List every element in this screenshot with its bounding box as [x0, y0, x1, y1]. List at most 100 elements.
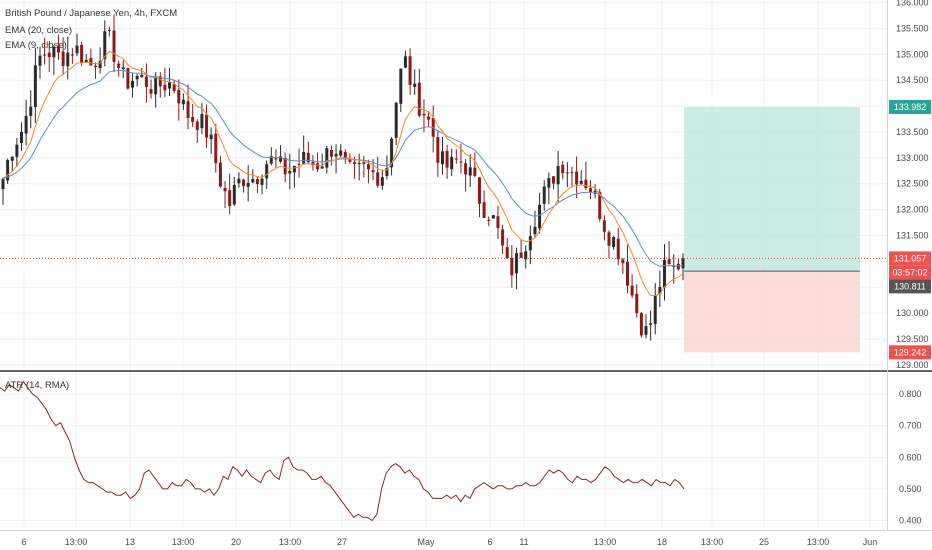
candle-body [487, 219, 491, 221]
candle-countdown-badge: 03:57:02 [892, 267, 927, 277]
candle-body [117, 63, 121, 68]
candle-body [343, 151, 347, 158]
candle-body [681, 258, 685, 269]
candle-body [348, 159, 352, 162]
price-axis[interactable]: 129.000129.500130.000130.500131.000131.5… [896, 0, 929, 370]
price-tick-label: 130.000 [896, 308, 929, 318]
candle-body [422, 113, 426, 116]
candle-body [464, 163, 468, 175]
candle-body [1, 178, 5, 190]
candle-body [440, 151, 444, 165]
candle-body [232, 184, 236, 205]
symbol-title[interactable]: British Pound / Japanese Yen, 4h, FXCM [5, 8, 177, 19]
candle-body [676, 263, 680, 270]
candle-body [635, 293, 639, 314]
price-tick-label: 129.500 [896, 334, 929, 344]
price-tick-label: 135.000 [896, 49, 929, 59]
candle-body [214, 133, 218, 164]
candle-body [658, 287, 662, 294]
candle-body [353, 162, 357, 165]
entry-price-badge: 130.811 [894, 281, 926, 291]
current-price-badge-bg [889, 251, 931, 266]
time-tick-label: Jun [863, 537, 878, 547]
candle-body [454, 158, 458, 160]
candle-body [357, 163, 361, 165]
ema20-line [2, 69, 684, 267]
candle-body [417, 82, 421, 116]
time-tick-label: May [417, 537, 435, 547]
candle-body [131, 80, 135, 88]
profit-target-zone [684, 107, 860, 272]
atr-legend[interactable]: ATR (14, RMA) [5, 380, 69, 391]
candle-body [408, 56, 412, 85]
candle-body [570, 172, 574, 174]
candle-body [598, 191, 602, 219]
candle-body [274, 158, 278, 160]
atr-tick-label: 0.500 [899, 484, 922, 494]
candle-body [542, 186, 546, 204]
candle-body [339, 150, 343, 156]
price-tick-label: 129.000 [896, 360, 929, 370]
time-tick-label: 13 [125, 537, 135, 547]
candle-body [575, 171, 579, 185]
time-tick-label: 6 [21, 537, 26, 547]
candle-body [413, 83, 417, 87]
price-badges: 133.982 131.057 03:57:02 130.811 129.242 [889, 100, 931, 360]
candle-body [496, 216, 500, 228]
candle-body [33, 65, 37, 107]
candle-body [311, 161, 315, 166]
candle-body [181, 99, 185, 105]
candle-body [107, 29, 111, 31]
candle-body [218, 162, 222, 187]
candle-body [191, 116, 195, 122]
candle-body [561, 164, 565, 174]
candle-body [547, 178, 551, 188]
candle-body [616, 238, 620, 260]
candle-body [52, 46, 56, 58]
candle-body [528, 236, 532, 251]
candle-body [228, 190, 232, 206]
candle-body [390, 138, 394, 168]
ema20-legend[interactable]: EMA (20, close) [5, 25, 72, 36]
candle-body [242, 179, 246, 187]
entry-price-badge-bg [889, 279, 931, 294]
stop-loss-zone [684, 271, 860, 353]
candle-body [565, 172, 569, 174]
candle-body [385, 168, 389, 176]
candle-body [223, 188, 227, 192]
candle-body [325, 148, 329, 168]
candle-body [607, 232, 611, 246]
candle-body [459, 161, 463, 163]
candle-body [154, 76, 158, 95]
position-zones [0, 107, 887, 353]
candle-body [260, 178, 264, 185]
time-tick-label: 20 [231, 537, 241, 547]
candle-body [168, 82, 172, 89]
candle-body [524, 251, 528, 260]
candle-body [473, 167, 477, 176]
candle-countdown-badge-bg [889, 265, 931, 280]
candle-body [66, 52, 70, 67]
time-axis[interactable]: 6 13:00 13 13:00 20 13:00 27 May 6 11 13:00 18 13:00… [21, 537, 877, 547]
candle-body [89, 57, 93, 66]
ema9-legend[interactable]: EMA (9, close) [5, 40, 67, 51]
candle-body [630, 285, 634, 296]
candle-body [584, 179, 588, 189]
stop-price-badge-bg [889, 345, 931, 360]
atr-tick-label: 0.600 [899, 452, 922, 462]
time-tick-label: 6 [487, 537, 492, 547]
candle-body [501, 229, 505, 246]
candle-body [195, 121, 199, 131]
candle-body [6, 159, 10, 181]
atr-line [0, 380, 685, 522]
candle-body [667, 259, 671, 265]
time-tick-label: 13:00 [65, 537, 88, 547]
price-tick-label: 136.000 [896, 0, 929, 8]
candle-body [140, 75, 144, 78]
candle-body [15, 144, 19, 157]
candle-body [200, 113, 204, 129]
atr-axis[interactable]: 0.400 0.500 0.600 0.700 0.800 [899, 389, 922, 525]
candle-body [649, 323, 653, 325]
candle-body [279, 156, 283, 162]
candle-body [602, 220, 606, 232]
